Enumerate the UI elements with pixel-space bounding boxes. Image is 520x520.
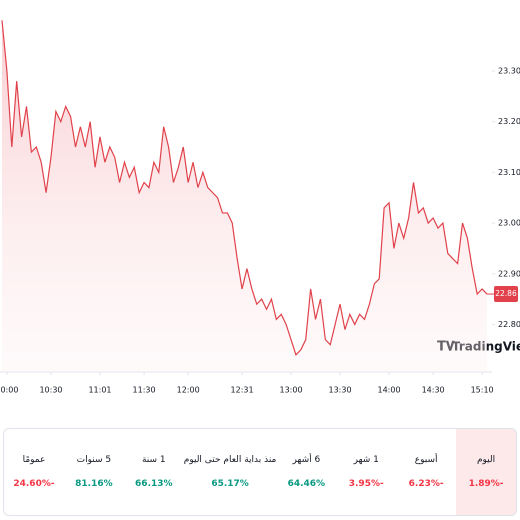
y-tick-label: 23.20 [498,117,520,126]
performance-card[interactable]: 1 شهر -3.95% [336,429,396,515]
performance-card[interactable]: أسبوع -6.23% [396,429,456,515]
performance-panel: اليوم -1.89% أسبوع -6.23% 1 شهر -3.95% 6 أشهر 6… [3,428,517,516]
change-value: -3.95% [348,479,384,489]
y-tick-label: 23.00 [498,219,520,228]
period-label: عمومًا [22,455,46,465]
change-value: -1.89% [468,479,504,489]
x-tick-label: 12:31 [231,386,254,395]
y-tick-label: 23.10 [498,168,520,177]
change-value: 81.16% [75,479,113,489]
x-tick-label: 10:00 [0,386,18,395]
x-tick-label: 15:10 [471,386,494,395]
x-tick-label: 13:00 [280,386,303,395]
period-label: منذ بداية العام حتى اليوم [183,455,277,465]
period-label: 5 سنوات [76,455,112,465]
performance-card[interactable]: 5 سنوات 81.16% [64,429,124,515]
x-tick-label: 14:30 [422,386,445,395]
change-value: 64.46% [287,479,326,489]
price-line [1,20,488,356]
period-label: 1 سنة [141,455,166,465]
performance-card[interactable]: منذ بداية العام حتى اليوم 65.17% [184,429,277,515]
x-tick-label: 10:30 [39,386,62,395]
change-value: -24.60% [13,479,55,489]
x-tick-label: 14:00 [377,386,400,395]
change-value: -6.23% [408,479,444,489]
chart: TradingView T𝐕 22.8022.9023.0023.1023.20… [0,20,520,395]
performance-card[interactable]: عمومًا -24.60% [4,429,64,515]
last-price-label: 22.86 [495,289,517,298]
x-tick-label: 12:00 [177,386,200,395]
period-label: أسبوع [414,455,438,465]
x-tick-label: 11:01 [88,386,111,395]
x-tick-label: 11:30 [133,386,156,395]
period-label: 1 شهر [353,455,379,465]
performance-card[interactable]: 1 سنة 66.13% [124,429,184,515]
y-tick-label: 23.30 [498,66,520,75]
change-value: 66.13% [135,479,173,489]
period-label: اليوم [476,455,496,465]
x-tick-label: 13:30 [328,386,351,395]
y-tick-label: 22.80 [498,320,520,329]
area-fill [2,20,487,373]
period-label: 6 أشهر [292,455,321,465]
y-tick-label: 22.90 [498,269,520,278]
performance-card[interactable]: اليوم -1.89% [456,429,516,515]
change-value: 65.17% [211,479,249,489]
last-price-box [494,286,518,303]
performance-card[interactable]: 6 أشهر 64.46% [276,429,336,515]
